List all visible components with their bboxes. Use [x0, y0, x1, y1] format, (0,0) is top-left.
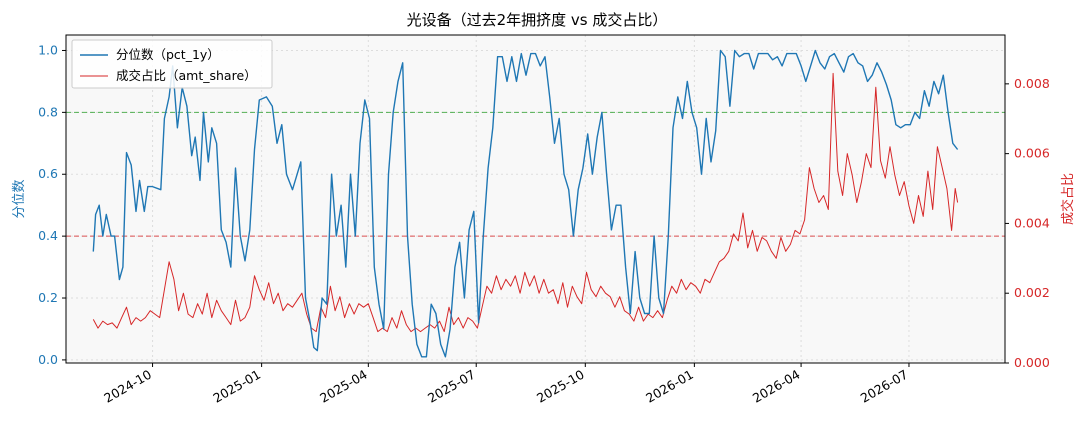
x-tick-label: 2025-04: [317, 367, 370, 406]
legend-box: [71, 39, 273, 89]
plot-frame: [65, 34, 1006, 364]
x-tick-label: 2025-01: [210, 367, 263, 406]
left-tick-label: 0.6: [38, 166, 58, 181]
right-axis: 0.000 0.002 0.004 0.006 0.008: [1005, 76, 1050, 370]
left-axis: 0.0 0.2 0.4 0.6 0.8 1.0: [38, 42, 66, 367]
right-tick-label: 0.006: [1014, 146, 1050, 161]
plot-area: [66, 35, 1005, 363]
series-line-amt: [92, 72, 959, 333]
x-tick-label: 2025-07: [425, 367, 478, 406]
right-tick-label: 0.008: [1014, 76, 1050, 91]
left-tick-label: 0.4: [38, 228, 58, 243]
left-tick-label: 0.8: [38, 104, 58, 119]
left-axis-label: 分位数: [12, 179, 27, 218]
reference-lines: [66, 111, 1005, 237]
series-layer: [92, 49, 959, 358]
series-line-pct: [92, 49, 959, 358]
x-tick-label: 2026-01: [643, 367, 696, 406]
x-tick-label: 2025-10: [534, 367, 587, 406]
legend-label-pct: 分位数（pct_1y）: [116, 47, 220, 62]
left-tick-label: 1.0: [38, 42, 58, 57]
legend: 分位数（pct_1y） 成交占比（amt_share）: [71, 39, 273, 89]
x-axis: 2024-10 2025-01 2025-04 2025-07 2025-10 2026-…: [101, 363, 910, 406]
right-tick-label: 0.000: [1014, 355, 1050, 370]
right-tick-label: 0.004: [1014, 215, 1050, 230]
x-tick-label: 2026-04: [750, 367, 803, 406]
left-tick-label: 0.0: [38, 352, 58, 367]
left-tick-label: 0.2: [38, 290, 58, 305]
right-tick-label: 0.002: [1014, 285, 1050, 300]
legend-label-amt: 成交占比（amt_share）: [116, 68, 257, 83]
x-tick-label: 2024-10: [101, 367, 154, 406]
chart-title: 光设备（过去2年拥挤度 vs 成交占比）: [407, 11, 668, 29]
right-axis-label: 成交占比: [1060, 173, 1076, 225]
x-tick-label: 2026-07: [858, 367, 911, 406]
